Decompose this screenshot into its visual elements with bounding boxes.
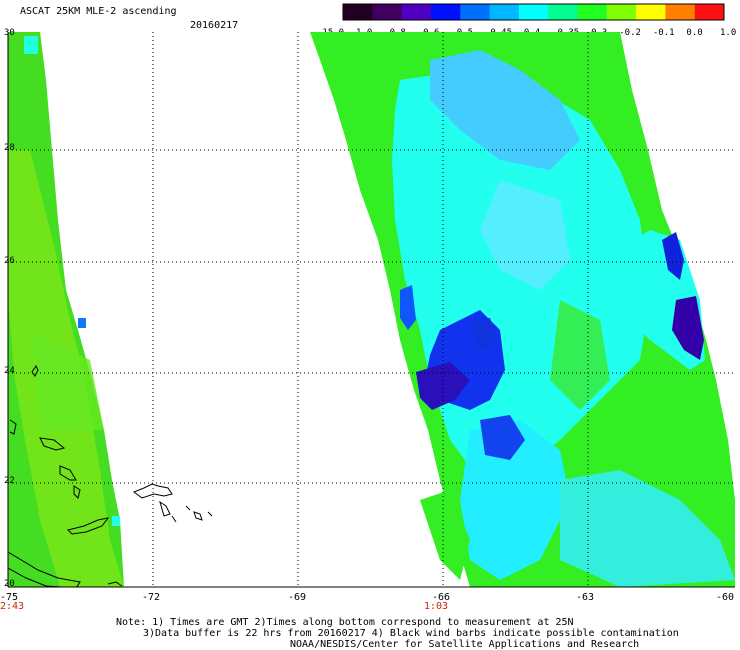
colorbar-label: -0.1 [653, 28, 675, 38]
colorbar-swatch [372, 4, 403, 20]
colorbar-label: 1.0 [720, 28, 736, 38]
coastlines [8, 365, 213, 587]
colorbar-swatch [518, 4, 549, 20]
colorbar-swatch [694, 4, 725, 20]
note-line-2: 3)Data buffer is 22 hrs from 20160217 4)… [143, 628, 679, 639]
colorbar-swatch [577, 4, 608, 20]
colorbar-swatch [606, 4, 637, 20]
colorbar-swatch [460, 4, 491, 20]
lon-label-75: -75 [0, 592, 19, 603]
lat-label-30: 30 [4, 28, 15, 38]
colorbar-swatch [636, 4, 666, 20]
lon-label-60: -60 [716, 592, 735, 603]
lat-label-24: 24 [4, 366, 15, 376]
lat-label-20: 20 [4, 579, 15, 589]
note-line-3: NOAA/NESDIS/Center for Satellite Applica… [290, 639, 640, 650]
note-line-1: Note: 1) Times are GMT 2)Times along bot… [116, 617, 574, 628]
time-label-right-swath: 1:03 [424, 601, 449, 612]
lon-label-69: -69 [288, 592, 307, 603]
colorbar-swatch [343, 4, 373, 20]
colorbar-swatch [548, 4, 578, 20]
lat-label-28: 28 [4, 143, 15, 153]
colorbar-label: 0.0 [686, 28, 702, 38]
time-label-left-swath: 2:43 [0, 601, 25, 612]
lat-label-26: 26 [4, 256, 15, 266]
colorbar-frame [342, 3, 725, 21]
product-title: ASCAT 25KM MLE-2 ascending [20, 6, 177, 17]
product-date: 20160217 [190, 20, 239, 31]
colorbar-label: -0.2 [619, 28, 641, 38]
colorbar-swatch [430, 4, 461, 20]
lon-label-63: -63 [576, 592, 595, 603]
right-swath [310, 32, 735, 587]
colorbar-swatch [665, 4, 696, 20]
lat-label-22: 22 [4, 476, 15, 486]
left-swath [8, 32, 124, 587]
lon-label-66: -66 [432, 592, 451, 603]
colorbar-swatch [401, 4, 432, 20]
colorbar-swatch [489, 4, 520, 20]
lat-lon-grid [8, 32, 735, 587]
plot-frame [7, 32, 735, 588]
lon-label-72: -72 [142, 592, 161, 603]
